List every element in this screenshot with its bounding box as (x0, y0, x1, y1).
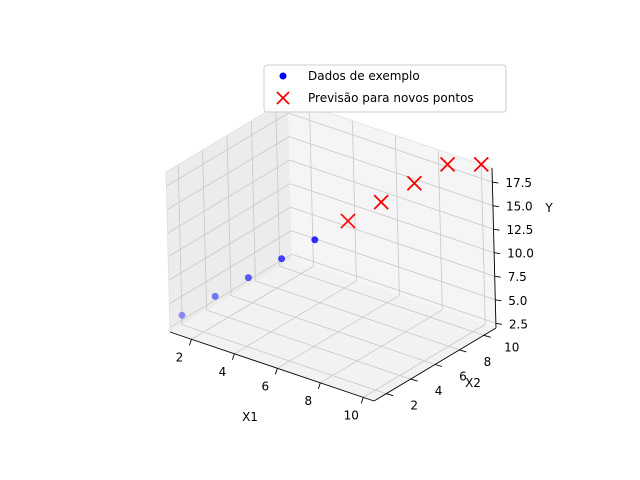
x-axis-label: X1 (242, 410, 258, 424)
z-tick-mark (494, 275, 501, 278)
y-tick-label: 6 (459, 370, 467, 384)
grid-line-z-back (288, 136, 494, 207)
z-tick-label: 15.0 (506, 200, 533, 214)
grid-lines (166, 106, 497, 398)
z-tick-label: 10.0 (507, 247, 534, 261)
z-tick-mark (494, 252, 501, 255)
y-tick-label: 2 (410, 399, 418, 413)
z-tick-label: 7.5 (508, 270, 527, 284)
grid-line-y-floor (182, 324, 387, 395)
grid-line-z-left (166, 136, 290, 210)
z-tick-mark (495, 299, 502, 302)
grid-line-y-floor (255, 280, 460, 351)
x-tick-mark (360, 397, 364, 404)
grid-line-z-back (291, 230, 496, 301)
grid-line-z-left (167, 183, 291, 258)
z-tick-label: 2.5 (509, 317, 528, 331)
data-point-0-0 (178, 311, 186, 319)
x-tick-mark (274, 368, 278, 375)
grid-line-z-back (288, 112, 493, 183)
grid-line-z-back (290, 206, 495, 277)
y-tick-mark (410, 378, 418, 382)
grid-line-y-wall (177, 164, 183, 325)
z-axis-line (491, 167, 497, 329)
y-tick-label: 10 (504, 340, 519, 354)
y-tick-label: 4 (435, 384, 443, 398)
grid-line-x-wall (394, 135, 400, 296)
pane-edge (165, 171, 171, 333)
data-point-1-1 (373, 194, 389, 210)
grid-line-z-back (289, 159, 494, 230)
x-tick-mark (231, 353, 235, 360)
grid-line-z-left (167, 159, 290, 234)
x-tick-label: 10 (344, 408, 359, 422)
grid-line-z-left (169, 253, 293, 328)
data-point-0-4 (311, 236, 319, 244)
data-point-0-1 (211, 292, 219, 300)
data-point-0-3 (278, 255, 286, 263)
x-tick-label: 4 (219, 365, 227, 379)
x-tick-label: 6 (262, 379, 270, 393)
legend-marker-dados (279, 72, 287, 80)
y-tick-mark (434, 364, 443, 367)
legend-entry-previsao: Previsão para novos pontos (308, 91, 474, 105)
grid-line-y-wall (226, 135, 232, 296)
x-tick-mark (317, 382, 321, 389)
data-point-1-4 (473, 156, 489, 173)
z-tick-label: 12.5 (507, 223, 534, 237)
data-point-1-2 (406, 175, 423, 191)
data-points (178, 156, 489, 319)
legend: Dados de exemplo Previsão para novos pon… (263, 64, 507, 113)
z-axis-label: Y (544, 201, 553, 215)
grid-line-z-left (166, 112, 289, 187)
x-tick-label: 8 (304, 394, 312, 408)
legend-marker-previsao (276, 91, 290, 105)
grid-line-x-wall (352, 120, 357, 281)
y-tick-mark (483, 334, 491, 338)
tick-labels: 2 4 6 8 10 2 4 6 8 10 2.5 5.0 7.5 10.0 12.5 15.0 17.5 (176, 176, 534, 422)
data-point-1-0 (340, 213, 356, 229)
grid-line-z-back (291, 253, 497, 324)
grid-line-x-wall (437, 149, 443, 310)
z-tick-mark (493, 228, 500, 231)
x-axis-line (169, 331, 375, 402)
z-tick-mark (495, 322, 502, 325)
y-tick-mark (386, 393, 394, 397)
data-point-0-2 (244, 274, 252, 282)
y-tick-mark (459, 349, 467, 353)
grid-line-y-wall (275, 106, 281, 267)
z-tick-mark (492, 181, 499, 184)
z-tick-label: 17.5 (505, 176, 532, 190)
grid-line-x-wall (480, 164, 486, 325)
x-tick-label: 2 (176, 350, 184, 364)
data-point-1-3 (439, 156, 456, 173)
grid-line-y-floor (206, 309, 411, 380)
grid-line-y-wall (251, 120, 256, 281)
y-axis-label: X2 (465, 376, 481, 390)
z-tick-mark (492, 205, 500, 208)
grid-line-y-floor (279, 265, 484, 336)
x-tick-mark (189, 339, 192, 346)
grid-line-y-floor (230, 295, 436, 365)
grid-line-z-left (169, 230, 292, 305)
legend-entry-dados: Dados de exemplo (308, 69, 420, 83)
y-tick-label: 8 (484, 355, 492, 369)
grid-line-z-left (168, 206, 291, 281)
legend-box (263, 64, 507, 113)
grid-line-z-back (289, 183, 495, 254)
axis-panes (166, 99, 496, 401)
z-tick-label: 5.0 (508, 294, 527, 308)
grid-line-y-wall (202, 150, 207, 311)
